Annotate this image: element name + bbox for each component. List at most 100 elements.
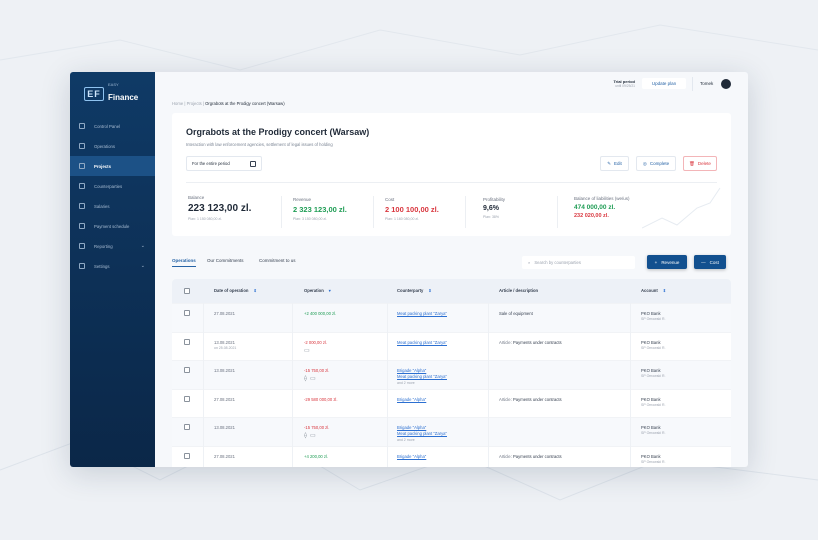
table-row[interactable]: 13.08.2021 -15 750,00 zl. ⟠ ▭ Brigade "Alp… bbox=[172, 360, 731, 389]
chevron-down-icon: ⌄ bbox=[140, 243, 145, 249]
row-checkbox[interactable] bbox=[184, 310, 190, 316]
header-date[interactable]: Date of operation ⇕ bbox=[214, 288, 257, 293]
table-header: Date of operation ⇕ Operation ▾ Counterpar… bbox=[172, 279, 731, 303]
search-icon: ⌕ bbox=[528, 260, 531, 265]
operation-amount: -15 750,00 zl. bbox=[304, 425, 330, 430]
plus-icon: + bbox=[654, 259, 658, 265]
sidebar-item-settings[interactable]: Settings ⌄ bbox=[70, 256, 155, 276]
logo-mark: EF bbox=[84, 86, 104, 101]
sidebar-item-operations[interactable]: Operations bbox=[70, 136, 155, 156]
period-picker[interactable]: For the entire period bbox=[186, 156, 262, 171]
contacts-icon bbox=[79, 183, 85, 189]
metric-liabilities: Balance of liabilities (we/us) 474 000,0… bbox=[574, 196, 630, 219]
row-checkbox[interactable] bbox=[184, 424, 190, 430]
minus-icon: — bbox=[701, 259, 706, 265]
tab-commitment-to-us[interactable]: Commitment to us bbox=[259, 258, 296, 263]
sidebar-item-payment-schedule[interactable]: Payment schedule bbox=[70, 216, 155, 236]
sort-icon: ⇕ bbox=[662, 288, 667, 293]
user-name[interactable]: Tomek bbox=[700, 81, 714, 86]
trial-label: Trial period bbox=[613, 79, 635, 84]
check-circle-icon: ◎ bbox=[642, 160, 647, 166]
row-checkbox[interactable] bbox=[184, 395, 190, 402]
divider bbox=[281, 196, 282, 228]
trash-icon: 🗑 bbox=[689, 160, 695, 166]
chevron-down-icon: ⌄ bbox=[140, 263, 145, 269]
divider bbox=[692, 77, 693, 91]
operation-amount: -15 750,00 zl. bbox=[304, 368, 330, 373]
pencil-icon: ✎ bbox=[607, 160, 611, 166]
project-card: Orgrabots at the Prodigy concert (Warsaw… bbox=[172, 113, 731, 236]
counterparty-link[interactable]: Meat packing plant "Zarya" bbox=[397, 374, 447, 379]
counterparty-link[interactable]: Brigade "Alpha" bbox=[397, 453, 427, 459]
currency-icon bbox=[79, 143, 85, 149]
table-row[interactable]: 27.08.2021 +4 200,00 zl. Brigade "Alpha"… bbox=[172, 445, 731, 468]
report-icon bbox=[79, 243, 85, 249]
counterparty-link[interactable]: Meat packing plant "Zarya" bbox=[397, 311, 447, 316]
row-checkbox[interactable] bbox=[184, 367, 190, 373]
sidebar-item-reporting[interactable]: Reporting ⌄ bbox=[70, 236, 155, 256]
card-icon: ▭ bbox=[309, 376, 316, 382]
sort-desc-icon: ▾ bbox=[328, 288, 331, 293]
trial-until: until 09/25/21 bbox=[615, 84, 635, 88]
counterparty-link[interactable]: Brigade "Alpha" bbox=[397, 425, 427, 430]
split-icon: ⟠ bbox=[304, 376, 307, 382]
gear-icon bbox=[79, 263, 85, 269]
header-operation[interactable]: Operation ▾ bbox=[304, 288, 331, 293]
metric-revenue: Revenue 2 323 123,00 zl. Plan: 3 150 080… bbox=[293, 197, 347, 221]
project-subtitle: Interaction with law enforcement agencie… bbox=[186, 142, 333, 147]
tab-operations[interactable]: Operations bbox=[172, 258, 196, 267]
table-row[interactable]: 13.08.2021 on 25.08.2021 -2 000,00 zl. ▭ M… bbox=[172, 331, 731, 361]
divider bbox=[186, 182, 717, 183]
add-cost-button[interactable]: — Cost bbox=[694, 255, 726, 269]
breadcrumb-current: Orgrabots at the Prodigy concert (Warsaw… bbox=[205, 101, 285, 106]
logo: EF EASY Finance bbox=[84, 82, 138, 105]
calendar-icon bbox=[250, 160, 256, 167]
counterparty-link[interactable]: Brigade "Alpha" bbox=[397, 396, 427, 402]
operation-amount: -29 580 000,00 zl. bbox=[304, 396, 338, 402]
add-revenue-button[interactable]: + Revenue bbox=[647, 255, 687, 269]
divider bbox=[465, 196, 466, 228]
update-plan-button[interactable]: Update plan bbox=[642, 78, 686, 89]
counterparty-link[interactable]: Meat packing plant "Zarya" bbox=[397, 431, 447, 436]
divider bbox=[557, 196, 558, 228]
breadcrumb-home[interactable]: Home bbox=[172, 101, 184, 106]
table-row[interactable]: 13.08.2021 -15 750,00 zl. ⟠ ▭ Brigade "Alp… bbox=[172, 417, 731, 446]
card-icon: ▭ bbox=[309, 433, 316, 439]
complete-button[interactable]: ◎ Complete bbox=[636, 156, 676, 171]
sidebar-item-projects[interactable]: Projects bbox=[70, 156, 155, 176]
header-counterparty[interactable]: Counterparty ⇕ bbox=[397, 288, 432, 293]
counterparty-link[interactable]: Meat packing plant "Zarya" bbox=[397, 339, 447, 345]
divider bbox=[373, 196, 374, 228]
operation-amount: -2 000,00 zl. bbox=[304, 339, 328, 345]
search-input[interactable]: ⌕ Search by counterparties bbox=[522, 256, 635, 269]
tab-our-commitments[interactable]: Our Commitments bbox=[207, 258, 244, 263]
table-row[interactable]: 27.08.2021 -29 580 000,00 zl. Brigade "A… bbox=[172, 388, 731, 418]
edit-button[interactable]: ✎ Edit bbox=[600, 156, 629, 171]
card-icon: ▭ bbox=[304, 347, 310, 354]
row-checkbox[interactable] bbox=[184, 452, 190, 459]
sidebar-item-control-panel[interactable]: Control Panel bbox=[70, 116, 155, 136]
metric-balance: Balance 223 123,00 zl. Plan: 1 150 080,0… bbox=[188, 195, 252, 221]
sidebar-item-salaries[interactable]: Salaries bbox=[70, 196, 155, 216]
sidebar: EF EASY Finance Control Panel Operations Pr… bbox=[70, 72, 155, 467]
delete-button[interactable]: 🗑 Delete bbox=[683, 156, 717, 171]
chart-icon bbox=[79, 123, 85, 129]
row-checkbox[interactable] bbox=[184, 338, 190, 345]
operation-amount: +2 400 000,00 zl. bbox=[304, 311, 337, 316]
wallet-icon bbox=[79, 203, 85, 209]
page-title: Orgrabots at the Prodigy concert (Warsaw… bbox=[186, 127, 370, 137]
sidebar-item-counterparties[interactable]: Counterparties bbox=[70, 176, 155, 196]
sort-icon: ⇕ bbox=[428, 288, 432, 293]
header-account[interactable]: Account ⇕ bbox=[641, 288, 667, 293]
operations-table: Date of operation ⇕ Operation ▾ Counterpar… bbox=[172, 279, 731, 467]
sidebar-nav: Control Panel Operations Projects Counterpa… bbox=[70, 116, 155, 276]
select-all-checkbox[interactable] bbox=[184, 288, 190, 294]
calendar-icon bbox=[79, 223, 85, 229]
metric-profitability: Profitability 9,6% Plan: 38% bbox=[483, 197, 506, 219]
sparkline-decoration bbox=[642, 187, 721, 229]
table-row[interactable]: 27.08.2021 +2 400 000,00 zl. Meat packin… bbox=[172, 303, 731, 332]
counterparty-link[interactable]: Brigade "Alpha" bbox=[397, 368, 427, 373]
breadcrumb-projects[interactable]: Projects bbox=[186, 101, 202, 106]
breadcrumb: Home | Projects | Orgrabots at the Prodi… bbox=[172, 101, 285, 106]
avatar-icon[interactable] bbox=[721, 79, 731, 89]
